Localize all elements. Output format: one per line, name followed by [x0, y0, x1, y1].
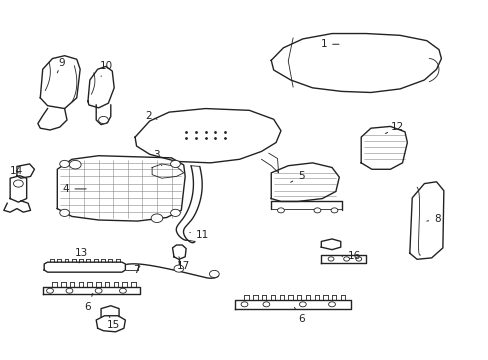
Polygon shape [38, 109, 67, 130]
Text: 6: 6 [84, 293, 93, 312]
Circle shape [99, 116, 108, 123]
Circle shape [151, 214, 163, 222]
Polygon shape [135, 109, 281, 163]
Circle shape [330, 208, 337, 213]
Polygon shape [152, 164, 183, 178]
Text: 10: 10 [100, 61, 113, 76]
Text: 7: 7 [132, 265, 140, 275]
Polygon shape [40, 56, 80, 109]
Polygon shape [271, 163, 339, 202]
Polygon shape [172, 245, 186, 259]
Circle shape [119, 288, 126, 293]
Text: 1: 1 [320, 39, 338, 49]
Circle shape [355, 257, 361, 261]
Circle shape [174, 265, 183, 272]
Circle shape [328, 302, 335, 307]
Text: 13: 13 [74, 248, 87, 263]
Circle shape [277, 208, 284, 213]
Polygon shape [42, 287, 140, 294]
Polygon shape [271, 33, 441, 93]
Text: 2: 2 [145, 111, 157, 121]
Polygon shape [4, 201, 30, 212]
Polygon shape [321, 239, 340, 249]
Circle shape [327, 257, 333, 261]
Text: 11: 11 [189, 230, 209, 240]
Text: 6: 6 [294, 307, 304, 324]
Circle shape [46, 288, 53, 293]
Text: 4: 4 [62, 184, 86, 194]
Circle shape [170, 160, 180, 167]
Polygon shape [96, 316, 125, 332]
Text: 17: 17 [176, 257, 189, 271]
Text: 3: 3 [152, 150, 162, 166]
Polygon shape [17, 164, 34, 178]
Circle shape [209, 270, 219, 278]
Circle shape [14, 180, 23, 187]
Text: 14: 14 [10, 166, 23, 176]
Polygon shape [96, 105, 111, 125]
Text: 16: 16 [342, 251, 361, 261]
Text: 5: 5 [290, 171, 304, 182]
Circle shape [60, 160, 69, 167]
Polygon shape [44, 262, 125, 272]
Circle shape [343, 257, 349, 261]
Text: 15: 15 [107, 316, 120, 330]
Polygon shape [57, 156, 185, 221]
Polygon shape [261, 153, 278, 173]
Circle shape [170, 209, 180, 216]
Polygon shape [10, 176, 27, 202]
Circle shape [299, 302, 305, 307]
Circle shape [95, 288, 102, 293]
Circle shape [263, 302, 269, 307]
Text: 8: 8 [426, 214, 440, 224]
Text: 9: 9 [57, 58, 65, 73]
Polygon shape [409, 182, 443, 259]
Text: 12: 12 [385, 122, 403, 134]
Circle shape [313, 208, 320, 213]
Circle shape [241, 302, 247, 307]
Polygon shape [321, 255, 366, 263]
Circle shape [66, 288, 73, 293]
Circle shape [60, 209, 69, 216]
Polygon shape [88, 66, 114, 108]
Circle shape [69, 160, 81, 169]
Polygon shape [234, 300, 351, 309]
Polygon shape [361, 126, 407, 169]
